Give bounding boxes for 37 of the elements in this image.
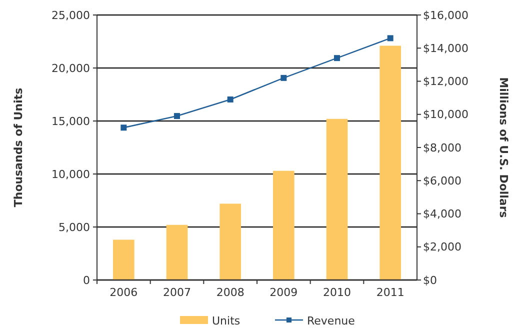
y2-tick-label: $12,000 <box>423 75 468 88</box>
point <box>334 55 340 62</box>
y2-tick-label: $10,000 <box>423 108 468 122</box>
y2-tick-label: $14,000 <box>423 42 468 55</box>
y-tick-label: 5,000 <box>58 220 90 234</box>
point <box>174 113 180 120</box>
bar <box>380 46 401 280</box>
y-tick-label: 25,000 <box>52 8 90 22</box>
point <box>387 35 394 42</box>
legend-label: Units <box>212 314 240 328</box>
point <box>120 124 127 131</box>
x-tick-label: 2011 <box>376 286 404 299</box>
bar <box>326 118 348 280</box>
y2-tick-label: $6,000 <box>423 174 462 188</box>
y-tick-label: 10,000 <box>52 168 90 181</box>
x-tick-label: 2009 <box>270 286 298 299</box>
y2-axis-title: Millions of U.S. Dollars <box>497 77 510 218</box>
y-tick-label: 20,000 <box>52 62 90 75</box>
bar <box>113 240 134 280</box>
bar <box>166 224 188 280</box>
y-tick-label: 15,000 <box>52 114 90 128</box>
point <box>227 96 234 102</box>
x-tick-label: 2008 <box>216 286 244 299</box>
y2-tick-label: $0 <box>423 274 437 287</box>
x-tick-label: 2006 <box>110 286 138 299</box>
y2-tick-label: $4,000 <box>423 208 462 221</box>
y2-tick-label: $8,000 <box>423 141 462 154</box>
y2-tick-label: $2,000 <box>423 240 462 254</box>
y-axis-title: Thousands of Units <box>12 87 25 208</box>
bar <box>220 204 241 280</box>
x-tick-label: 2010 <box>323 286 351 299</box>
point <box>280 74 287 81</box>
legend-label: Revenue <box>307 314 356 328</box>
y-tick-label: 0 <box>83 274 90 287</box>
x-tick-label: 2007 <box>163 286 191 299</box>
bar <box>273 170 294 280</box>
y2-tick-label: $16,000 <box>423 8 468 22</box>
